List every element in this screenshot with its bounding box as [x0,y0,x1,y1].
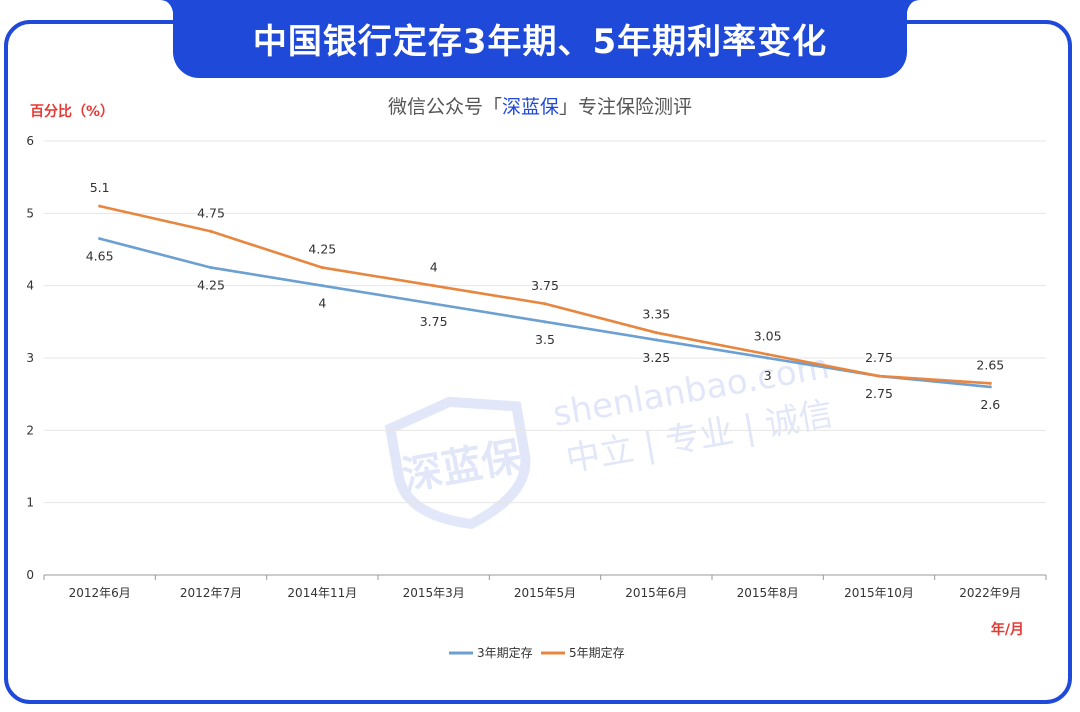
x-tick-label: 2012年6月 [69,586,131,600]
y-tick-label: 5 [26,206,34,220]
data-point [98,204,102,208]
data-point [766,352,770,356]
data-point [766,356,770,360]
data-point [98,237,102,241]
series-line-3yr [99,237,991,389]
series-lines [98,204,992,389]
x-axis-unit: 年/月 [991,621,1024,638]
data-point [654,331,658,335]
y-axis-ticks: 0 1 2 3 4 5 6 [26,134,34,582]
legend-label: 5年期定存 [569,645,625,660]
data-label: 3.75 [420,314,448,329]
subtitle: 微信公众号「深蓝保」专注保险测评 [0,92,1080,119]
x-tick-label: 2015年3月 [403,586,465,600]
x-tick-label: 2014年11月 [287,586,357,600]
data-label: 5.1 [90,180,110,195]
title-tab-right-ear [906,0,920,22]
data-point [209,266,213,270]
data-label: 3.5 [535,332,555,347]
data-label: 4.65 [86,249,114,264]
legend: 3年期定存 5年期定存 [449,645,625,660]
data-label: 3.05 [754,328,782,343]
y-tick-label: 1 [26,496,34,510]
data-labels: 5.1 4.75 4.25 4 3.75 3.35 3.05 2.75 2.65 4.65 4.25… [86,180,1005,412]
y-tick-label: 4 [26,279,34,293]
x-axis: 2012年6月 2012年7月 2014年11月 2015年3月 2015年5月 2015… [43,574,1047,600]
title-banner [173,0,907,78]
subtitle-brand: 深蓝保 [501,96,559,118]
data-point [877,374,881,378]
title-tab-left-ear [160,0,174,22]
data-point [543,320,547,324]
data-label: 4 [318,296,326,311]
data-label: 3.35 [642,307,670,322]
y-tick-label: 0 [26,568,34,582]
data-point [988,385,992,389]
data-label: 2.65 [976,357,1004,372]
data-point [432,302,436,306]
data-label: 2.75 [865,350,893,365]
y-tick-label: 3 [26,351,34,365]
data-label: 3.75 [531,278,559,293]
watermark-logo-text: 深蓝保 [399,433,526,499]
data-point [543,302,547,306]
data-point [320,284,324,288]
subtitle-suffix: 」专注保险测评 [559,96,693,118]
data-label: 4.75 [197,205,225,220]
subtitle-prefix: 微信公众号「 [387,96,502,118]
data-label: 4 [430,260,438,275]
data-label: 4.25 [197,278,225,293]
data-point [988,381,992,385]
card-frame [4,20,1072,704]
data-point [209,229,213,233]
y-tick-label: 6 [26,134,34,148]
x-tick-label: 2015年8月 [737,586,799,600]
grid-lines [44,140,1046,504]
x-tick-label: 2015年5月 [514,586,576,600]
data-label: 2.6 [980,397,1000,412]
data-label: 3 [764,368,772,383]
data-label: 3.25 [642,350,670,365]
data-point [654,338,658,342]
data-label: 2.75 [865,386,893,401]
legend-label: 3年期定存 [477,645,533,660]
watermark: 深蓝保 shenlanbao.com 中立 | 专业 | 诚信 [384,347,836,530]
y-tick-label: 2 [26,423,34,437]
data-label: 4.25 [308,242,336,257]
data-point [320,266,324,270]
x-tick-label: 2015年10月 [844,586,914,600]
x-tick-label: 2012年7月 [180,586,242,600]
x-tick-label: 2022年9月 [959,586,1021,600]
data-point [432,284,436,288]
x-tick-label: 2015年6月 [625,586,687,600]
page-title: 中国银行定存3年期、5年期利率变化 [252,22,828,62]
watermark-shield-icon [384,396,531,530]
series-line-5yr [99,204,991,385]
y-axis-title: 百分比（%） [30,103,114,120]
